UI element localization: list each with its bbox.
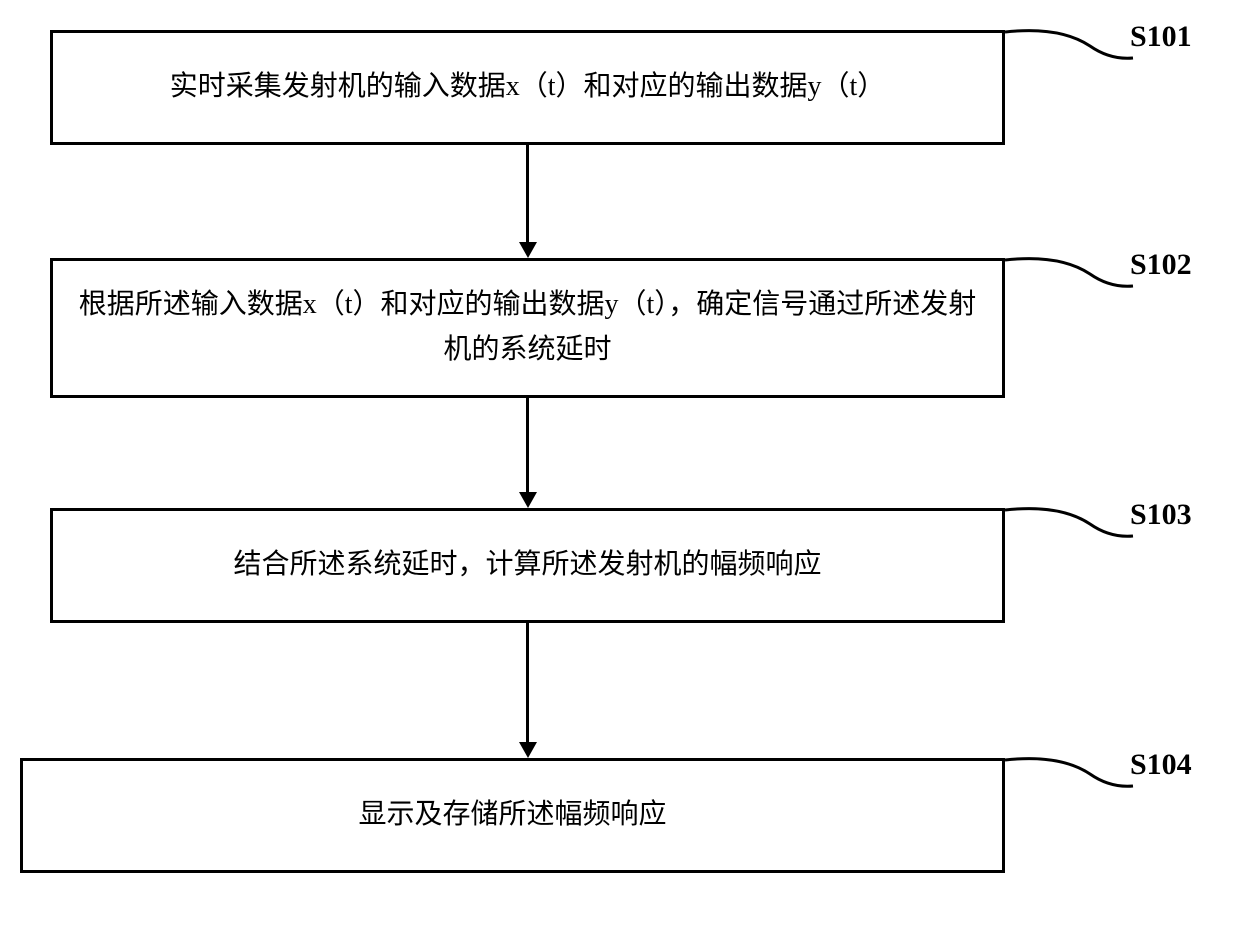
arrow-2-3 [526,398,529,492]
node-text: 显示及存储所述幅频响应 [358,793,666,838]
flowchart-node-4: 显示及存储所述幅频响应 [20,758,1005,873]
arrow-3-4 [526,623,529,742]
step-label-1: S101 [1130,20,1192,54]
step-label-3: S103 [1130,498,1192,532]
arrow-head-1-2 [519,242,537,258]
arrow-head-3-4 [519,742,537,758]
arrow-head-2-3 [519,492,537,508]
curve-connector-4 [1005,756,1135,806]
curve-connector-3 [1005,506,1135,556]
flowchart-node-1: 实时采集发射机的输入数据x（t）和对应的输出数据y（t） [50,30,1005,145]
curve-connector-1 [1005,28,1135,78]
flowchart-node-3: 结合所述系统延时，计算所述发射机的幅频响应 [50,508,1005,623]
step-label-2: S102 [1130,248,1192,282]
node-text: 实时采集发射机的输入数据x（t）和对应的输出数据y（t） [170,65,886,110]
node-text: 结合所述系统延时，计算所述发射机的幅频响应 [233,543,821,588]
curve-connector-2 [1005,256,1135,306]
flowchart-node-2: 根据所述输入数据x（t）和对应的输出数据y（t），确定信号通过所述发射机的系统延… [50,258,1005,398]
arrow-1-2 [526,145,529,242]
flowchart: 实时采集发射机的输入数据x（t）和对应的输出数据y（t） S101 根据所述输入… [0,0,1240,929]
node-text: 根据所述输入数据x（t）和对应的输出数据y（t），确定信号通过所述发射机的系统延… [73,283,982,373]
step-label-4: S104 [1130,748,1192,782]
